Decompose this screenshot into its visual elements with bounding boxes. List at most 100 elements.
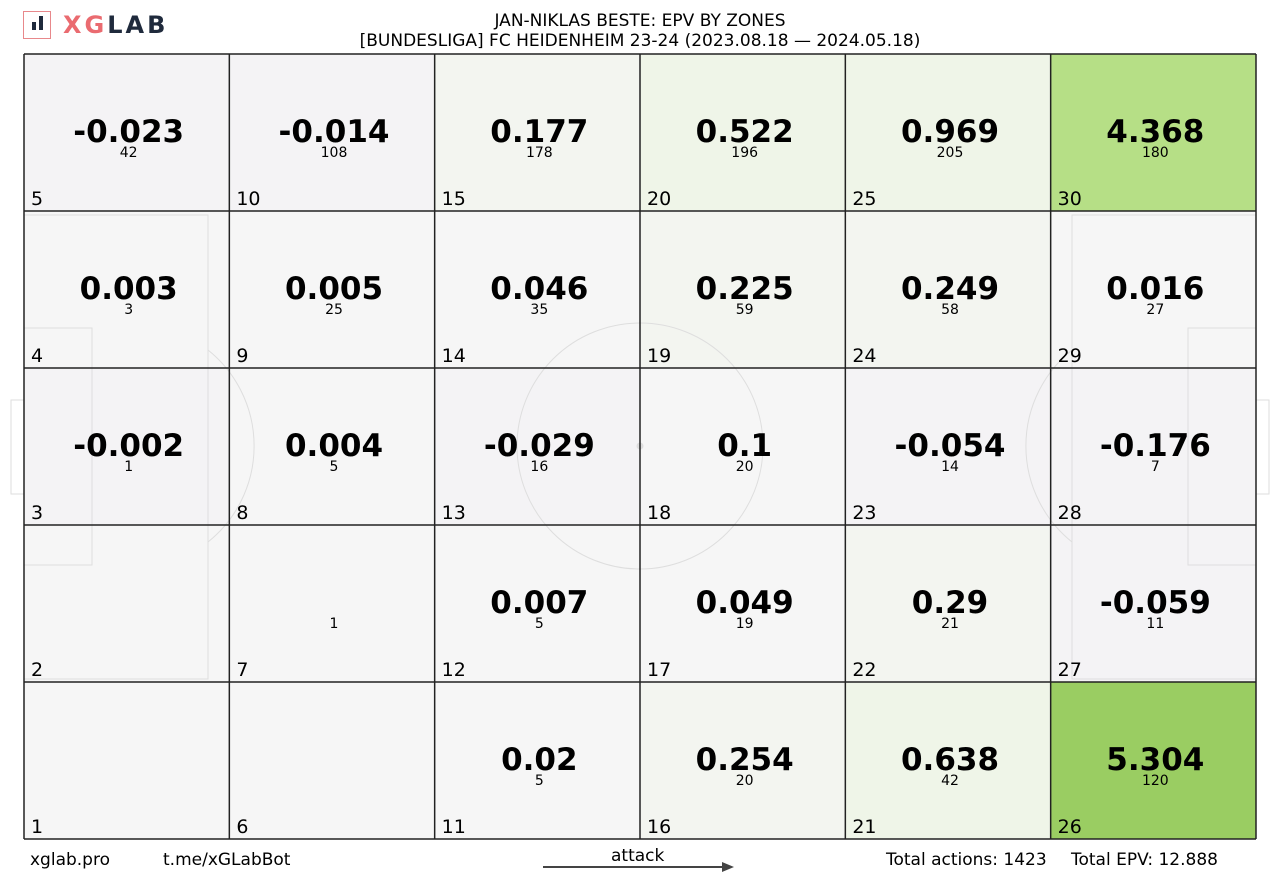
zone-action-count: 19 [736,616,754,632]
zone-cell-25 [845,54,1051,211]
zone-cell-6 [229,682,435,839]
zone-action-count: 42 [120,145,138,161]
brand-wordmark: XGLAB [63,11,168,39]
zone-epv-value: 0.004 [285,428,383,464]
zone-epv-value: -0.059 [1100,585,1211,621]
zone-action-count: 58 [941,302,959,318]
zone-action-count: 27 [1146,302,1164,318]
left-goal [10,399,25,495]
zone-cell-9 [229,211,435,368]
zone-number: 23 [852,502,876,524]
zone-cell-29 [1050,211,1256,368]
bot-link[interactable]: t.me/xGLabBot [163,850,291,870]
zone-number: 3 [31,502,43,524]
zone-cell-14 [434,211,640,368]
zone-number: 17 [647,659,671,681]
brand-logo: XGLAB [23,8,168,42]
zone-epv-value: 0.969 [901,114,999,150]
zone-number: 6 [236,816,248,838]
site-link[interactable]: xglab.pro [30,850,110,870]
zone-epv-value: -0.029 [484,428,595,464]
brand-letter-g: G [84,11,108,39]
zone-epv-value: 0.522 [696,114,794,150]
zone-epv-value: 0.254 [696,742,794,778]
zone-epv-value: 0.016 [1106,271,1204,307]
zone-action-count: 35 [530,302,548,318]
zone-epv-value: 0.249 [901,271,999,307]
zone-action-count: 16 [530,459,548,475]
zone-action-count: 5 [535,616,544,632]
zone-epv-value: 0.049 [696,585,794,621]
zone-epv-value: -0.023 [73,114,184,150]
zone-number: 7 [236,659,248,681]
zone-epv-value: 0.046 [490,271,588,307]
zone-epv-value: 0.29 [912,585,989,621]
zone-number: 19 [647,345,671,367]
zone-epv-value: -0.014 [279,114,390,150]
zone-number: 26 [1058,816,1082,838]
zone-action-count: 108 [321,145,348,161]
zone-number: 29 [1058,345,1082,367]
zone-action-count: 205 [937,145,964,161]
zone-number: 1 [31,816,43,838]
zone-epv-value: 0.003 [80,271,178,307]
zone-epv-value: 0.005 [285,271,383,307]
zone-epv-value: 0.638 [901,742,999,778]
zone-cell-18 [640,368,846,525]
zone-action-count: 180 [1142,145,1169,161]
zone-grid [23,53,1257,840]
zone-action-count: 21 [941,616,959,632]
zone-epv-value: 4.368 [1106,114,1204,150]
bar-chart-icon [23,11,51,39]
zone-epv-value: -0.054 [895,428,1006,464]
zone-cell-4 [24,211,230,368]
zone-cell-11 [434,682,640,839]
brand-letters-lab: LAB [107,11,169,39]
zone-cell-15 [434,54,640,211]
zone-action-count: 1 [124,459,133,475]
zone-epv-value: 0.007 [490,585,588,621]
zone-number: 20 [647,188,671,210]
zone-number: 8 [236,502,248,524]
zone-action-count: 7 [1151,459,1160,475]
brand-letter-x: X [63,11,85,39]
zone-cell-8 [229,368,435,525]
zone-cell-26 [1050,682,1256,839]
zone-number: 25 [852,188,876,210]
zone-labels: 12-0.002130.00334-0.0234256170.004580.00… [31,114,1211,838]
zone-action-count: 178 [526,145,553,161]
zone-cell-27 [1050,525,1256,682]
chart-title-block: JAN-NIKLAS BESTE: EPV BY ZONES [BUNDESLI… [0,11,1280,51]
zone-action-count: 5 [330,459,339,475]
zone-action-count: 20 [736,459,754,475]
zone-cell-28 [1050,368,1256,525]
zone-cell-7 [229,525,435,682]
zone-epv-value: 0.225 [696,271,794,307]
zone-cell-24 [845,211,1051,368]
zone-cell-30 [1050,54,1256,211]
zone-number: 2 [31,659,43,681]
zone-action-count: 11 [1146,616,1164,632]
zone-number: 27 [1058,659,1082,681]
zone-epv-value: 5.304 [1106,742,1204,778]
zone-number: 13 [442,502,466,524]
zone-cells [24,54,1256,839]
zone-number: 24 [852,345,876,367]
zone-epv-value: -0.176 [1100,428,1211,464]
zone-action-count: 14 [941,459,959,475]
zone-number: 28 [1058,502,1082,524]
zone-cell-12 [434,525,640,682]
zone-action-count: 25 [325,302,343,318]
chart-subtitle: [BUNDESLIGA] FC HEIDENHEIM 23-24 (2023.0… [359,31,921,51]
zone-action-count: 20 [736,773,754,789]
zone-number: 14 [442,345,466,367]
zone-number: 22 [852,659,876,681]
zone-cell-21 [845,682,1051,839]
zone-number: 30 [1058,188,1082,210]
zone-cell-3 [24,368,230,525]
zone-action-count: 3 [124,302,133,318]
zone-cell-16 [640,682,846,839]
right-goal [1255,399,1270,495]
zone-action-count: 1 [330,616,339,632]
